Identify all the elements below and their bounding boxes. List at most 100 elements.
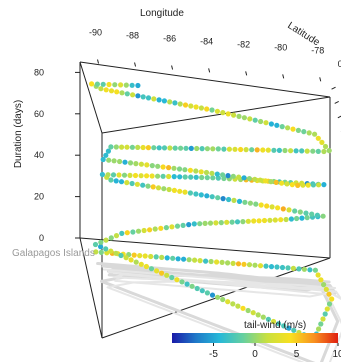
trajectory-point	[179, 279, 185, 285]
trajectory-point	[279, 264, 286, 271]
trajectory-point	[305, 182, 311, 188]
trajectory-point	[99, 171, 105, 178]
trajectory-point	[246, 176, 252, 182]
latitude-tick-mark	[337, 115, 341, 119]
trajectory-point	[251, 218, 257, 224]
trajectory-point	[268, 179, 274, 185]
longitude-tick-label: -80	[274, 42, 287, 52]
colorbar-tick-label: 0	[252, 349, 258, 360]
trajectory-shadow	[96, 262, 341, 362]
trajectory-point	[203, 169, 210, 176]
trajectory-point	[175, 256, 181, 262]
trajectory-point	[171, 187, 177, 193]
trajectory-point	[181, 256, 187, 262]
trajectory-point	[155, 163, 161, 169]
trajectory-point	[226, 146, 232, 152]
trajectory-point	[202, 220, 208, 226]
plot-box	[79, 61, 331, 339]
trajectory-point	[199, 174, 205, 181]
trajectory-point	[225, 299, 231, 305]
trajectory-point	[256, 218, 262, 224]
trajectory-point	[103, 237, 109, 243]
trajectory-point	[137, 253, 143, 259]
trajectory-point	[203, 258, 209, 264]
trajectory-point	[276, 147, 282, 153]
trajectory-point	[138, 161, 144, 167]
trajectory-point	[104, 250, 110, 256]
trajectory-point	[153, 254, 159, 260]
trajectory-point	[144, 173, 150, 179]
trajectory-point	[279, 124, 285, 130]
trajectory-point	[315, 148, 321, 154]
trajectory-point	[187, 167, 193, 173]
trajectory-point	[314, 212, 320, 218]
trajectory-point	[293, 148, 299, 154]
shadow-line	[102, 268, 341, 362]
duration-ticks: 0 20 40 60 80	[34, 67, 80, 243]
trajectory-point	[198, 169, 204, 175]
trajectory-point	[167, 145, 173, 151]
trajectory-point	[288, 216, 294, 222]
trajectory-point	[286, 207, 292, 213]
trajectory-point	[113, 250, 119, 256]
trajectory-point	[247, 116, 253, 122]
trajectory-point	[326, 291, 332, 297]
trajectory-point	[249, 147, 255, 153]
trajectory-point	[169, 224, 175, 230]
trajectory-point	[318, 277, 324, 283]
trajectory-point	[163, 225, 169, 231]
trajectory-point	[257, 263, 264, 269]
trajectory-point	[108, 235, 114, 241]
trajectory-point	[209, 107, 215, 113]
trajectory-point	[197, 221, 203, 227]
trajectory-point	[177, 174, 183, 180]
trajectory-point	[145, 183, 151, 189]
trajectory-point	[111, 158, 117, 164]
trajectory-point	[193, 174, 199, 180]
trajectory-point	[124, 230, 130, 236]
trajectory-point	[123, 255, 129, 261]
trajectory-point	[229, 219, 235, 225]
trajectory-point	[159, 254, 165, 260]
colorbar-ticks: -5 0 5 10	[209, 343, 341, 360]
trajectory-point	[300, 182, 306, 188]
trajectory-point	[156, 145, 162, 151]
trajectory-point	[177, 101, 183, 107]
trajectory-point	[123, 82, 129, 88]
trajectory-point	[323, 286, 329, 292]
trajectory-point	[198, 105, 204, 111]
trajectory-point	[147, 227, 153, 233]
trajectory-point	[116, 172, 122, 178]
trajectory-point	[324, 306, 330, 312]
trajectory-point	[268, 121, 274, 127]
trajectory-point	[274, 122, 280, 128]
trajectory-point	[204, 106, 210, 112]
trajectory-point	[100, 156, 106, 163]
z-axis-label: Duration (days)	[13, 100, 24, 168]
trajectory-point	[118, 82, 124, 88]
trajectory-point	[291, 327, 297, 333]
trajectory-point	[267, 217, 273, 223]
trajectory-point	[258, 118, 264, 125]
trajectory-point	[113, 233, 120, 239]
trajectory-point	[152, 226, 158, 232]
trajectory-point	[158, 225, 164, 231]
trajectory-point	[182, 102, 189, 108]
trajectory-point	[230, 260, 236, 266]
trajectory-point	[180, 222, 186, 228]
trajectory-point	[236, 113, 242, 119]
trajectory-point	[225, 111, 231, 117]
trajectory-point	[182, 174, 188, 180]
trajectory-point	[131, 252, 137, 258]
trajectory-point	[321, 182, 327, 188]
trajectory-point	[312, 267, 318, 273]
trajectory-point	[113, 144, 119, 150]
trajectory-point	[232, 146, 238, 152]
latitude-ticks: 0-2-4-6-8-10-12	[331, 59, 341, 133]
trajectory-point	[320, 213, 326, 219]
trajectory-point	[295, 127, 301, 133]
trajectory-point	[145, 95, 152, 101]
trajectory-point	[215, 175, 221, 181]
trajectory-point	[142, 253, 148, 259]
